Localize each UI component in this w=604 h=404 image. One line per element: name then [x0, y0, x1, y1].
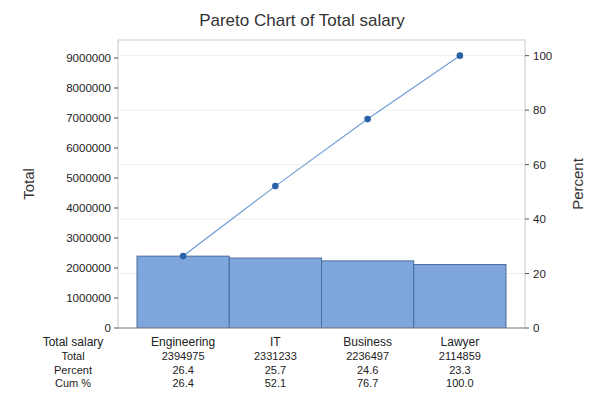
y-tick	[114, 58, 118, 59]
y-tick	[114, 88, 118, 89]
y-tick	[114, 148, 118, 149]
y2-tick-label: 20	[533, 268, 546, 280]
table-row-label: Percent	[54, 364, 92, 376]
y2-tick	[525, 273, 529, 274]
table-cell: 52.1	[265, 377, 286, 389]
y2-tick	[525, 219, 529, 220]
table-cell: 26.4	[172, 364, 193, 376]
grid-line	[118, 328, 525, 329]
y-tick-label: 0	[105, 322, 111, 334]
table-row-label: Total	[61, 350, 84, 362]
y2-tick-label: 80	[533, 104, 546, 116]
y-tick	[114, 268, 118, 269]
y2-tick	[525, 110, 529, 111]
category-label: Business	[343, 335, 392, 349]
bar	[229, 258, 321, 328]
y-tick-label: 1000000	[66, 292, 111, 304]
grid-line	[118, 55, 525, 56]
grid-line	[118, 110, 525, 111]
y-tick	[114, 298, 118, 299]
y-tick-label: 7000000	[66, 112, 111, 124]
title: Pareto Chart of Total salary	[199, 11, 405, 30]
y-tick	[114, 208, 118, 209]
y-axis-label: Total	[20, 168, 37, 200]
y-tick	[114, 328, 118, 329]
line-marker	[364, 116, 371, 123]
line-marker	[457, 52, 464, 59]
cumulative-line	[183, 56, 460, 256]
marks	[137, 52, 506, 328]
y-tick-label: 2000000	[66, 262, 111, 274]
category-label: Lawyer	[441, 335, 480, 349]
grid-line	[118, 219, 525, 220]
x-axis-line	[118, 328, 525, 329]
chart-svg: Pareto Chart of Total salary 0 1000000 2000…	[0, 0, 604, 404]
y2-tick	[525, 164, 529, 165]
y-tick	[114, 118, 118, 119]
y-tick-label: 6000000	[66, 142, 111, 154]
y2-axis-label: Percent	[569, 157, 586, 210]
table-cell: 23.3	[449, 364, 470, 376]
table-cell: 2394975	[162, 350, 205, 362]
y2-tick	[525, 55, 529, 56]
table-cell: 2236497	[346, 350, 389, 362]
table-cell: 25.7	[265, 364, 286, 376]
table-row-label: Cum %	[55, 377, 91, 389]
grid-line	[118, 164, 525, 165]
table-cell: 2114859	[439, 350, 481, 362]
y2-tick-label: 0	[533, 322, 539, 334]
y-tick-label: 3000000	[66, 232, 111, 244]
y-tick-label: 4000000	[66, 202, 111, 214]
category-label: Engineering	[151, 335, 215, 349]
table-header-label: Total salary	[43, 335, 104, 349]
table-cell: 26.4	[172, 377, 193, 389]
bar	[322, 261, 414, 328]
y-tick-label: 5000000	[66, 172, 111, 184]
y-tick	[114, 178, 118, 179]
line-marker	[180, 253, 187, 260]
bar	[137, 256, 229, 328]
category-label: IT	[270, 335, 281, 349]
y2-tick	[525, 328, 529, 329]
y2-tick-label: 40	[533, 213, 546, 225]
table-cell: 100.0	[446, 377, 474, 389]
table-cell: 2331233	[254, 350, 297, 362]
plot-frame	[118, 40, 525, 328]
table-cell: 24.6	[357, 364, 378, 376]
bar	[414, 265, 506, 328]
y-tick	[114, 238, 118, 239]
y-tick-label: 8000000	[66, 82, 111, 94]
y-tick-label: 9000000	[66, 52, 111, 64]
table-cell: 76.7	[357, 377, 378, 389]
chart-container: Pareto Chart of Total salary 0 1000000 2000…	[0, 0, 604, 404]
y2-tick-label: 100	[533, 50, 552, 62]
y2-tick-label: 60	[533, 159, 546, 171]
line-marker	[272, 183, 279, 190]
